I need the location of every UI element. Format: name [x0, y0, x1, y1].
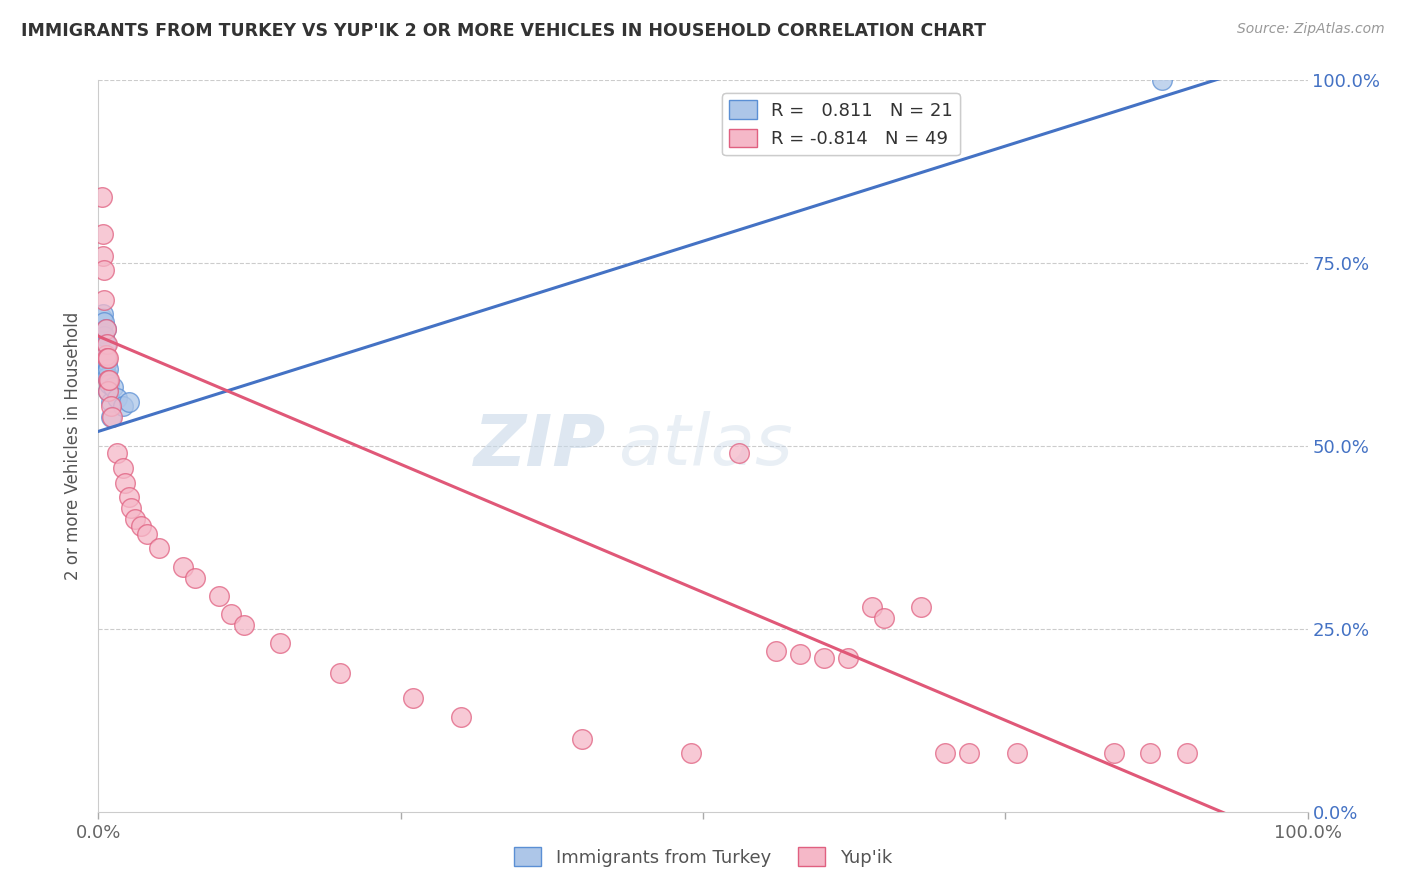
Point: [105, 446, 128, 460]
Point: [98, 376, 121, 391]
Point: [97, 362, 120, 376]
Point: [96, 336, 118, 351]
Point: [97, 373, 120, 387]
Point: [100, 409, 122, 424]
Point: [450, 709, 472, 723]
Point: [97, 384, 120, 399]
Point: [208, 589, 231, 603]
Point: [94, 366, 117, 380]
Text: IMMIGRANTS FROM TURKEY VS YUP'IK 2 OR MORE VEHICLES IN HOUSEHOLD CORRELATION CHA: IMMIGRANTS FROM TURKEY VS YUP'IK 2 OR MO…: [21, 22, 986, 40]
Point: [402, 691, 425, 706]
Point: [1102, 746, 1125, 760]
Point: [91, 310, 114, 325]
Point: [94, 336, 117, 351]
Point: [97, 384, 120, 399]
Point: [728, 446, 751, 460]
Point: [94, 322, 117, 336]
Point: [813, 651, 835, 665]
Point: [91, 307, 114, 321]
Point: [148, 541, 170, 556]
Point: [118, 490, 141, 504]
Point: [571, 731, 593, 746]
Point: [860, 599, 883, 614]
Point: [172, 559, 194, 574]
Point: [120, 501, 142, 516]
Point: [91, 190, 114, 204]
Point: [114, 475, 136, 490]
Point: [679, 746, 702, 760]
Point: [96, 355, 118, 369]
Point: [1139, 746, 1161, 760]
Point: [105, 392, 128, 406]
Text: atlas: atlas: [619, 411, 793, 481]
Point: [221, 607, 243, 622]
Point: [873, 611, 896, 625]
Point: [118, 395, 141, 409]
Point: [232, 618, 254, 632]
Point: [94, 347, 117, 362]
Point: [1175, 746, 1198, 760]
Point: [100, 395, 122, 409]
Point: [111, 461, 134, 475]
Point: [329, 665, 352, 680]
Text: ZIP: ZIP: [474, 411, 606, 481]
Point: [957, 746, 980, 760]
Point: [93, 315, 115, 329]
Text: Source: ZipAtlas.com: Source: ZipAtlas.com: [1237, 22, 1385, 37]
Point: [93, 293, 115, 307]
Point: [934, 746, 956, 760]
Point: [135, 526, 157, 541]
Point: [837, 651, 859, 665]
Point: [184, 571, 207, 585]
Point: [94, 351, 117, 366]
Point: [765, 644, 787, 658]
Point: [124, 512, 146, 526]
Point: [91, 227, 114, 241]
Point: [111, 399, 134, 413]
Point: [1007, 746, 1029, 760]
Point: [97, 351, 120, 366]
Legend: Immigrants from Turkey, Yup'ik: Immigrants from Turkey, Yup'ik: [508, 840, 898, 874]
Point: [96, 369, 118, 384]
Point: [93, 329, 115, 343]
Point: [269, 636, 291, 650]
Point: [101, 380, 124, 394]
Point: [789, 648, 811, 662]
Point: [91, 249, 114, 263]
Point: [129, 519, 152, 533]
Point: [910, 599, 932, 614]
Point: [96, 351, 118, 366]
Point: [100, 409, 122, 424]
Point: [91, 326, 114, 340]
Y-axis label: 2 or more Vehicles in Household: 2 or more Vehicles in Household: [65, 312, 83, 580]
Point: [93, 263, 115, 277]
Point: [1152, 73, 1174, 87]
Point: [100, 399, 122, 413]
Legend: R =   0.811   N = 21, R = -0.814   N = 49: R = 0.811 N = 21, R = -0.814 N = 49: [723, 93, 960, 155]
Point: [98, 373, 121, 387]
Point: [94, 322, 117, 336]
